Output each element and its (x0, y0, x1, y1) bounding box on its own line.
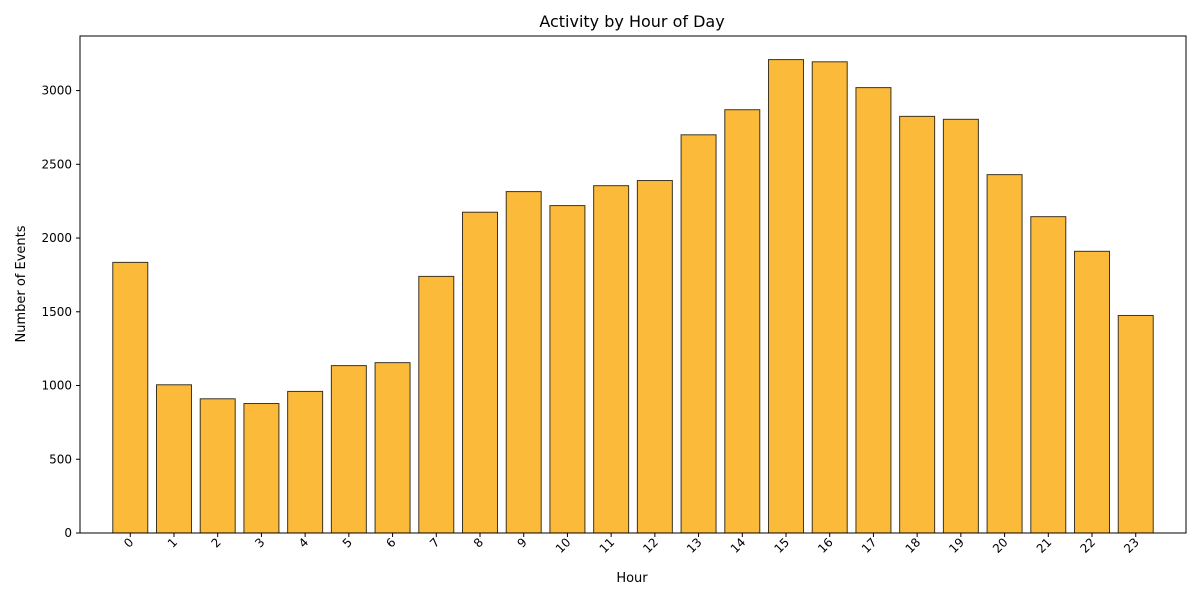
bar-hour-5 (330, 365, 367, 534)
bar-hour-9 (505, 191, 542, 534)
y-tick-label: 0 (64, 526, 72, 540)
x-tick-label: 6 (383, 535, 398, 550)
bar-hour-15 (768, 59, 804, 534)
x-tick-label: 17 (859, 535, 880, 556)
x-axis-label: Hour (616, 571, 648, 586)
x-tick-label: 4 (296, 535, 311, 550)
bar-hour-23 (1117, 314, 1154, 534)
x-tick-label: 5 (340, 535, 355, 550)
x-axis-ticks: 0 1 2 3 4 5 6 7 8 9 10 11 12 13 14 15 16 17 18 19 20 21 22 23 (121, 533, 1142, 556)
bar-hour-2 (199, 398, 236, 534)
x-tick-label: 2 (209, 535, 224, 550)
x-tick-label: 11 (597, 535, 618, 556)
bar-hour-1 (156, 384, 192, 534)
y-tick-label: 1000 (41, 379, 72, 393)
x-tick-label: 12 (640, 535, 661, 556)
chart-title: Activity by Hour of Day (539, 12, 724, 31)
x-tick-label: 19 (946, 535, 967, 556)
y-tick-label: 1500 (41, 305, 72, 319)
x-tick-label: 21 (1034, 535, 1055, 556)
x-tick-label: 1 (165, 535, 180, 550)
bar-hour-22 (1074, 250, 1110, 534)
bar-hour-0 (112, 261, 149, 534)
bar-hour-4 (287, 390, 324, 534)
x-tick-label: 15 (771, 535, 792, 556)
y-axis-ticks: 0 500 1000 1500 2000 2500 3000 (41, 84, 80, 540)
bar-hour-3 (243, 403, 280, 534)
bar-hour-17 (855, 87, 892, 534)
bar-hour-21 (1030, 216, 1067, 534)
x-tick-label: 20 (990, 535, 1011, 556)
x-tick-label: 0 (121, 535, 136, 550)
bars-group (112, 59, 1154, 534)
x-tick-label: 7 (427, 535, 442, 550)
x-tick-label: 22 (1077, 535, 1098, 556)
bar-hour-12 (636, 180, 673, 534)
y-tick-label: 3000 (41, 84, 72, 98)
x-tick-label: 13 (684, 535, 705, 556)
x-tick-label: 10 (553, 535, 574, 556)
bar-hour-10 (549, 205, 586, 534)
x-tick-label: 23 (1121, 535, 1142, 556)
bar-hour-7 (418, 275, 455, 534)
y-tick-label: 2000 (41, 231, 72, 245)
bar-hour-20 (986, 174, 1023, 534)
x-tick-label: 9 (515, 535, 530, 550)
bar-hour-8 (462, 211, 498, 534)
bar-hour-11 (593, 185, 630, 534)
x-tick-label: 16 (815, 535, 836, 556)
bar-hour-13 (680, 134, 717, 534)
bar-hour-19 (942, 118, 979, 534)
y-tick-label: 500 (49, 452, 72, 466)
x-tick-label: 8 (471, 535, 486, 550)
bar-hour-16 (811, 61, 848, 534)
plot-frame (79, 35, 1187, 534)
x-tick-label: 14 (728, 535, 749, 556)
bar-hour-6 (374, 362, 411, 534)
x-tick-label: 18 (903, 535, 924, 556)
bar-hour-18 (899, 115, 936, 534)
bar-hour-14 (724, 109, 761, 534)
y-tick-label: 2500 (41, 157, 72, 171)
x-tick-label: 3 (252, 535, 267, 550)
y-axis-label: Number of Events (14, 225, 29, 342)
